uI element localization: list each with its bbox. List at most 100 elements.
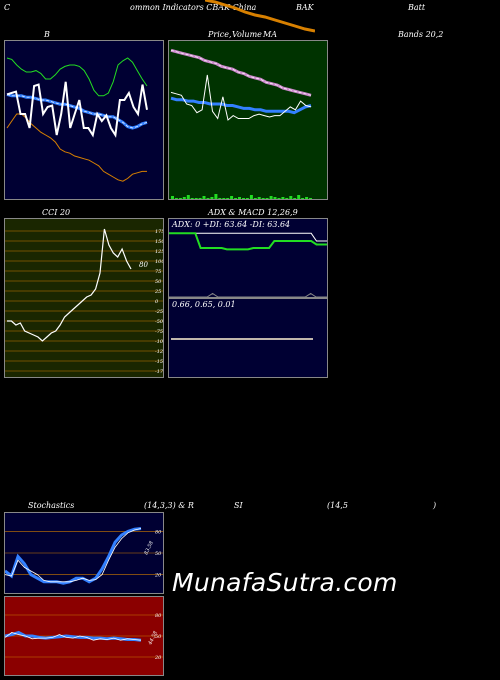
cci-title: CCI 20 (42, 208, 71, 217)
volume-bar (305, 197, 309, 199)
cci-tick-label: 0 (155, 299, 159, 305)
volume-bar (265, 198, 269, 199)
adx-chart (169, 232, 327, 297)
header-indicators-title: ommon Indicators CBAK China (130, 3, 257, 12)
volume-bar (174, 198, 178, 199)
rsi-close-paren: ) (433, 501, 437, 510)
macd-readout: 0.66, 0.65, 0.01 (172, 300, 236, 309)
macd-chart (171, 338, 313, 340)
volume-bar (277, 198, 281, 199)
bollinger-panel (4, 40, 164, 200)
volume-bar (171, 196, 174, 199)
header-price-strip-line (205, 0, 315, 33)
volume-title: Volume (232, 30, 262, 39)
ma-short-line (170, 96, 312, 115)
bollinger-price-line (6, 81, 148, 138)
cci-tick-label: 50 (155, 279, 162, 285)
volume-bar (234, 198, 238, 199)
cci-tick-label: -125 (155, 349, 163, 355)
price-line (170, 74, 312, 121)
cci-tick-label: 75 (155, 269, 161, 275)
volume-bar (222, 198, 226, 199)
cci-tick-label: 100 (155, 259, 163, 265)
upper-band-line (6, 57, 148, 97)
rsi-tick-label: 20 (154, 655, 162, 661)
adx-readout: ADX: 0 +DI: 63.64 -DI: 63.64 (172, 220, 291, 229)
volume-bar (273, 197, 277, 199)
volume-bar (257, 197, 261, 199)
price-chart (170, 48, 312, 199)
volume-bar (178, 198, 182, 199)
stoch-title: Stochastics (28, 501, 75, 510)
price-panel (168, 40, 328, 200)
adx-line (169, 292, 327, 297)
cci-tick-label: -75 (155, 329, 163, 335)
rsi-params: (14,5 (327, 501, 348, 510)
rsi-value-label: 44.58 (147, 630, 159, 646)
watermark: MunafaSutra.com (172, 568, 398, 597)
volume-bar (238, 197, 241, 199)
volume-bar (281, 197, 285, 199)
volume-bar (297, 195, 301, 199)
minus-di-line (169, 232, 327, 251)
volume-bar (218, 198, 222, 199)
volume-bar (202, 196, 206, 199)
cci-tick-label: -150 (155, 359, 163, 365)
rsi-smooth-line (5, 630, 142, 642)
cci-value-label: 80 (139, 261, 148, 269)
header-bak: BAK (296, 3, 314, 12)
volume-bar (289, 196, 293, 199)
price-title: Price, (208, 30, 232, 39)
ma-title: MA (263, 30, 277, 39)
stoch-k-line (5, 528, 142, 583)
stoch-params: (14,3,3) & R (144, 501, 194, 510)
stoch-d-line (5, 527, 142, 585)
rsi-title: SI (234, 501, 243, 510)
header-batt: Batt (408, 3, 426, 12)
cci-chart: 175 150 125 100 75 50 25 0 -25 -50 -75 -100 -125 -150… (5, 228, 163, 375)
cci-panel: 175 150 125 100 75 50 25 0 -25 -50 -75 -100 -125 -150… (4, 218, 164, 378)
volume-bar (226, 198, 230, 199)
cci-tick-label: -100 (155, 339, 163, 345)
bands-title: Bands 20,2 (398, 30, 444, 39)
stoch-tick-label: 20 (154, 573, 162, 579)
volume-bar (194, 198, 198, 199)
volume-bar (182, 197, 186, 199)
cci-tick-label: 150 (155, 239, 163, 245)
volume-bar (309, 198, 312, 199)
rsi-tick-label: 80 (155, 613, 162, 619)
rsi-chart: 80 50 20 44.58 (5, 613, 163, 661)
macd-panel: 0.66, 0.65, 0.01 (168, 298, 328, 378)
volume-bar (301, 198, 305, 199)
ma-long-line (170, 48, 312, 97)
header-price-strip (205, 0, 315, 33)
cci-tick-label: -50 (155, 319, 163, 325)
cci-tick-label: -175 (155, 369, 163, 375)
adx-macd-title: ADX & MACD 12,26,9 (208, 208, 298, 217)
volume-bar (245, 198, 249, 199)
volume-bar (285, 198, 289, 199)
bollinger-chart (6, 57, 148, 182)
cci-tick-label: 175 (155, 229, 163, 235)
volume-bar (198, 198, 202, 199)
rsi-tick-label: 50 (155, 634, 162, 640)
adx-panel: ADX: 0 +DI: 63.64 -DI: 63.64 (168, 218, 328, 298)
volume-bar (214, 194, 218, 199)
cci-tick-label: 25 (154, 289, 161, 295)
stochastics-panel: 80 50 20 83.58 (4, 512, 164, 594)
cci-tick-label: 125 (155, 249, 163, 255)
volume-bar (293, 198, 297, 199)
volume-bar (186, 195, 190, 199)
volume-bar (261, 198, 265, 199)
header-c: C (4, 3, 11, 12)
volume-bar (269, 196, 273, 199)
cci-tick-label: -25 (155, 309, 163, 315)
bollinger-title: B (44, 30, 50, 39)
stochastics-chart: 80 50 20 83.58 (5, 527, 163, 585)
volume-bar (242, 198, 245, 199)
volume-bar (206, 198, 210, 199)
stoch-tick-label: 80 (155, 529, 162, 535)
volume-bar (249, 195, 253, 199)
volume-bar (230, 196, 234, 199)
stoch-value-label: 83.58 (143, 540, 154, 556)
